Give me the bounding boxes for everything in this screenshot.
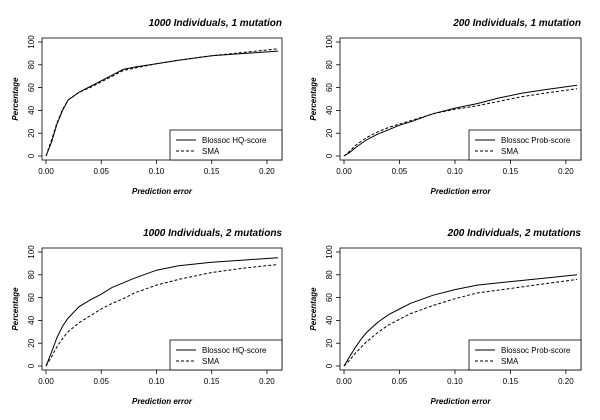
y-tick-label: 20: [325, 338, 334, 347]
chart-title: 1000 Individuals, 2 mutations: [143, 228, 282, 239]
series-line-sma: [343, 278, 578, 367]
legend-label: SMA: [202, 357, 220, 366]
y-axis-label: Percentage: [309, 77, 318, 121]
legend: Blossoc Prob-score SMA: [468, 339, 582, 371]
legend-label: SMA: [202, 147, 220, 156]
y-tick-label: 40: [27, 105, 36, 114]
legend-label: Blossoc Prob-score: [501, 346, 571, 355]
x-tick-label: 0.00: [336, 167, 352, 176]
chart-panel-3: 1000 Individuals, 2 mutations 0.00 0.05 0.1…: [11, 228, 282, 406]
chart-panel-1: 1000 Individuals, 1 mutation 0.00 0.05 0.10…: [11, 18, 283, 196]
series-line-sma: [343, 88, 578, 157]
series-line-sma: [45, 48, 279, 157]
legend-label: SMA: [501, 147, 519, 156]
y-tick-label: 80: [27, 270, 36, 279]
x-tick-label: 0.20: [558, 377, 574, 386]
series-line-primary: [45, 257, 279, 367]
y-tick-label: 40: [325, 315, 334, 324]
x-axis-label: Prediction error: [430, 187, 491, 196]
y-axis-label: Percentage: [11, 287, 20, 331]
x-tick-label: 0.00: [38, 377, 54, 386]
y-tick-label: 40: [325, 105, 334, 114]
y-tick-label: 100: [325, 245, 334, 259]
plot-frame: [41, 37, 283, 161]
plot-frame: [339, 37, 582, 161]
plot-frame: [339, 247, 582, 371]
x-axis-label: Prediction error: [132, 397, 193, 406]
legend: Blossoc HQ-score SMA: [169, 129, 283, 161]
y-tick-label: 80: [325, 60, 334, 69]
y-tick-label: 60: [325, 293, 334, 302]
y-tick-label: 0: [27, 363, 36, 368]
y-axis-label: Percentage: [11, 77, 20, 121]
x-tick-label: 0.15: [204, 377, 220, 386]
y-tick-label: 100: [27, 35, 36, 49]
x-tick-label: 0.05: [392, 167, 408, 176]
y-tick-label: 100: [325, 35, 334, 49]
x-tick-label: 0.10: [447, 377, 463, 386]
x-tick-label: 0.20: [259, 377, 275, 386]
plot-frame: [41, 247, 283, 371]
y-tick-label: 100: [27, 245, 36, 259]
legend-label: Blossoc HQ-score: [202, 346, 267, 355]
y-tick-label: 0: [325, 153, 334, 158]
legend-box: [169, 339, 283, 371]
legend: Blossoc HQ-score SMA: [169, 339, 283, 371]
x-tick-label: 0.00: [38, 167, 54, 176]
x-tick-label: 0.15: [503, 167, 519, 176]
y-tick-label: 60: [27, 83, 36, 92]
x-tick-label: 0.05: [93, 167, 109, 176]
chart-panel-2: 200 Individuals, 1 mutation 0.00 0.05 0.10 0…: [309, 18, 582, 196]
series-line-sma: [45, 264, 279, 367]
y-tick-label: 60: [325, 83, 334, 92]
x-tick-label: 0.20: [558, 167, 574, 176]
legend-box: [468, 339, 582, 371]
x-tick-label: 0.10: [149, 167, 165, 176]
x-axis-label: Prediction error: [430, 397, 491, 406]
x-tick-label: 0.10: [447, 167, 463, 176]
x-tick-label: 0.20: [259, 167, 275, 176]
x-tick-label: 0.15: [503, 377, 519, 386]
x-axis-label: Prediction error: [132, 187, 193, 196]
x-tick-label: 0.10: [149, 377, 165, 386]
legend-box: [468, 129, 582, 161]
chart-panel-4: 200 Individuals, 2 mutations 0.00 0.05 0.10…: [309, 228, 581, 406]
y-tick-label: 0: [27, 153, 36, 158]
y-tick-label: 80: [27, 60, 36, 69]
x-tick-label: 0.05: [392, 377, 408, 386]
legend-box: [169, 129, 283, 161]
chart-title: 1000 Individuals, 1 mutation: [149, 18, 282, 29]
chart-title: 200 Individuals, 1 mutation: [452, 18, 581, 29]
y-axis-label: Percentage: [309, 287, 318, 331]
y-tick-label: 40: [27, 315, 36, 324]
legend-label: Blossoc HQ-score: [202, 136, 267, 145]
x-tick-label: 0.15: [204, 167, 220, 176]
series-line-primary: [343, 274, 578, 367]
y-tick-label: 20: [325, 128, 334, 137]
y-tick-label: 0: [325, 363, 334, 368]
y-tick-label: 20: [27, 128, 36, 137]
series-line-primary: [343, 84, 578, 157]
x-tick-label: 0.05: [93, 377, 109, 386]
y-tick-label: 20: [27, 338, 36, 347]
legend-label: Blossoc Prob-score: [501, 136, 571, 145]
chart-title: 200 Individuals, 2 mutations: [447, 228, 582, 239]
y-tick-label: 60: [27, 293, 36, 302]
y-tick-label: 80: [325, 270, 334, 279]
legend: Blossoc Prob-score SMA: [468, 129, 582, 161]
x-tick-label: 0.00: [336, 377, 352, 386]
legend-label: SMA: [501, 357, 519, 366]
